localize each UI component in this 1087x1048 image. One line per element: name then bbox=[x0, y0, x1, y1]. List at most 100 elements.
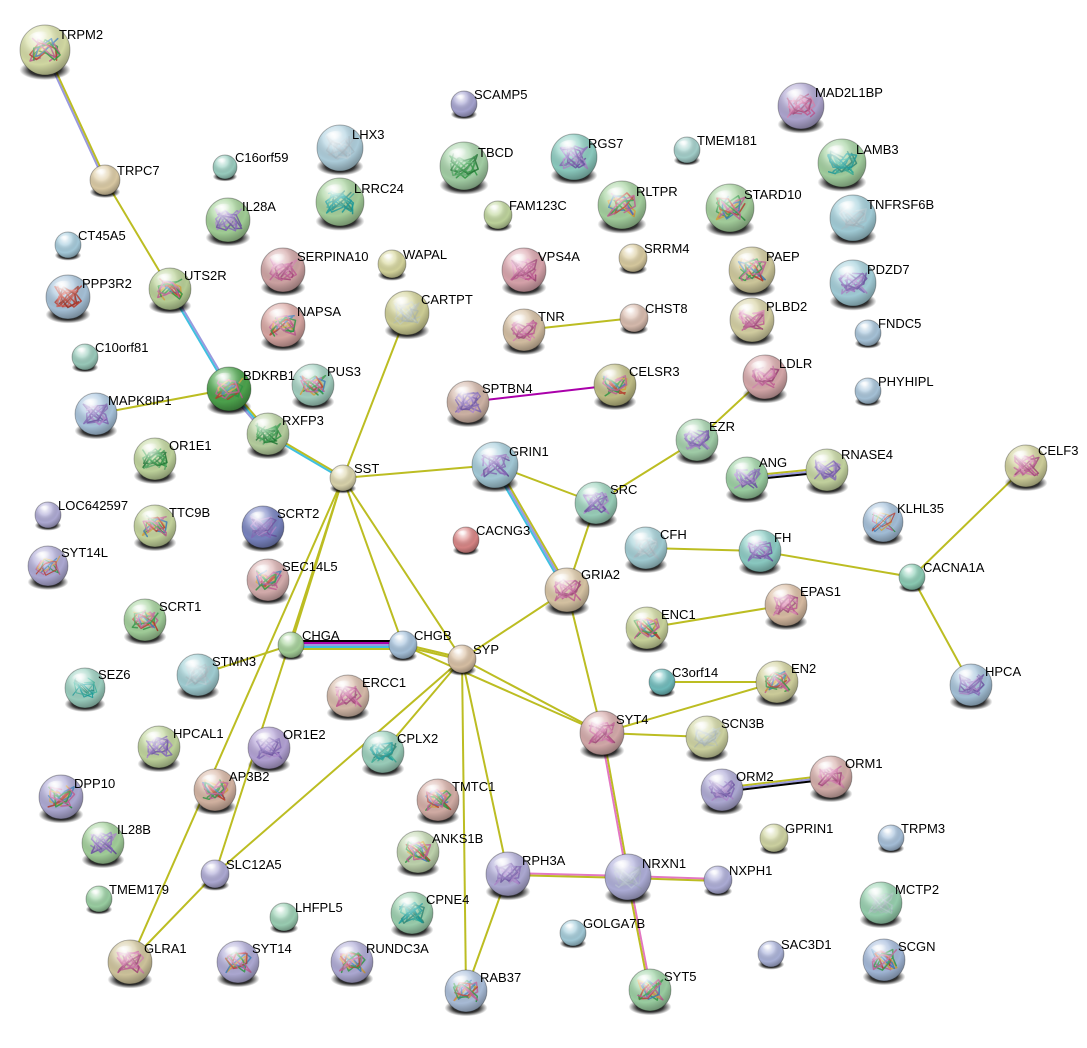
protein-node[interactable] bbox=[604, 853, 652, 901]
protein-node[interactable] bbox=[45, 274, 91, 320]
protein-node[interactable] bbox=[700, 768, 744, 812]
protein-node[interactable] bbox=[107, 939, 153, 985]
protein-node[interactable] bbox=[628, 968, 672, 1012]
protein-node[interactable] bbox=[829, 194, 877, 242]
protein-node[interactable] bbox=[648, 668, 676, 696]
protein-node[interactable] bbox=[452, 526, 480, 554]
protein-node[interactable] bbox=[777, 82, 825, 130]
protein-node[interactable] bbox=[809, 755, 853, 799]
network-edge[interactable] bbox=[646, 604, 787, 629]
protein-node[interactable] bbox=[206, 366, 252, 412]
protein-node[interactable] bbox=[703, 865, 733, 895]
protein-node[interactable] bbox=[416, 778, 460, 822]
protein-node[interactable] bbox=[550, 133, 598, 181]
protein-node[interactable] bbox=[559, 919, 587, 947]
network-edge[interactable] bbox=[467, 384, 616, 403]
network-edge[interactable] bbox=[342, 477, 463, 660]
protein-node[interactable] bbox=[728, 246, 776, 294]
protein-node[interactable] bbox=[19, 24, 71, 76]
protein-node[interactable] bbox=[246, 412, 290, 456]
protein-node[interactable] bbox=[133, 437, 177, 481]
protein-node[interactable] bbox=[1004, 444, 1048, 488]
protein-node[interactable] bbox=[450, 90, 478, 118]
protein-node[interactable] bbox=[593, 363, 637, 407]
protein-node[interactable] bbox=[439, 141, 489, 191]
protein-node[interactable] bbox=[81, 821, 125, 865]
protein-node[interactable] bbox=[148, 267, 192, 311]
protein-node[interactable] bbox=[742, 354, 788, 400]
protein-node[interactable] bbox=[54, 231, 82, 259]
protein-node[interactable] bbox=[673, 136, 701, 164]
protein-node[interactable] bbox=[388, 630, 418, 660]
protein-node[interactable] bbox=[757, 940, 785, 968]
protein-node[interactable] bbox=[483, 200, 513, 230]
protein-node[interactable] bbox=[805, 448, 849, 492]
protein-node[interactable] bbox=[71, 343, 99, 371]
protein-node[interactable] bbox=[829, 259, 877, 307]
protein-node[interactable] bbox=[247, 726, 291, 770]
protein-node[interactable] bbox=[859, 881, 903, 925]
protein-node[interactable] bbox=[269, 902, 299, 932]
protein-node[interactable] bbox=[444, 969, 488, 1013]
protein-node[interactable] bbox=[544, 567, 590, 613]
protein-node[interactable] bbox=[579, 710, 625, 756]
protein-node[interactable] bbox=[619, 303, 649, 333]
protein-node[interactable] bbox=[597, 180, 647, 230]
network-edge[interactable] bbox=[342, 464, 496, 479]
protein-node[interactable] bbox=[316, 124, 364, 172]
protein-node[interactable] bbox=[759, 823, 789, 853]
protein-node[interactable] bbox=[326, 674, 370, 718]
protein-node[interactable] bbox=[216, 940, 260, 984]
protein-node[interactable] bbox=[361, 730, 405, 774]
protein-node[interactable] bbox=[502, 308, 546, 352]
protein-node[interactable] bbox=[574, 481, 618, 525]
protein-node[interactable] bbox=[133, 504, 177, 548]
protein-node[interactable] bbox=[38, 774, 84, 820]
protein-node[interactable] bbox=[501, 247, 547, 293]
protein-node[interactable] bbox=[64, 667, 106, 709]
protein-node[interactable] bbox=[725, 456, 769, 500]
protein-node[interactable] bbox=[377, 249, 407, 279]
protein-node[interactable] bbox=[675, 418, 719, 462]
protein-node[interactable] bbox=[390, 891, 434, 935]
protein-node[interactable] bbox=[34, 501, 62, 529]
network-edge[interactable] bbox=[214, 477, 344, 875]
protein-node[interactable] bbox=[764, 583, 808, 627]
protein-node[interactable] bbox=[260, 247, 306, 293]
protein-node[interactable] bbox=[137, 725, 181, 769]
protein-node[interactable] bbox=[729, 297, 775, 343]
protein-node[interactable] bbox=[27, 545, 69, 587]
protein-node[interactable] bbox=[624, 526, 668, 570]
protein-node[interactable] bbox=[74, 392, 118, 436]
protein-node[interactable] bbox=[485, 851, 531, 897]
protein-node[interactable] bbox=[212, 154, 238, 180]
protein-node[interactable] bbox=[447, 644, 477, 674]
protein-node[interactable] bbox=[949, 663, 993, 707]
protein-node[interactable] bbox=[862, 938, 906, 982]
protein-node[interactable] bbox=[89, 164, 121, 196]
protein-node[interactable] bbox=[862, 501, 904, 543]
network-edge[interactable] bbox=[461, 658, 603, 734]
protein-node[interactable] bbox=[291, 363, 335, 407]
protein-node[interactable] bbox=[315, 177, 365, 227]
protein-node[interactable] bbox=[854, 377, 882, 405]
network-edge[interactable] bbox=[461, 658, 509, 875]
protein-node[interactable] bbox=[705, 183, 755, 233]
protein-node[interactable] bbox=[738, 529, 782, 573]
protein-node[interactable] bbox=[260, 302, 306, 348]
network-edge[interactable] bbox=[342, 477, 404, 646]
network-edge[interactable] bbox=[342, 312, 408, 479]
protein-node[interactable] bbox=[755, 660, 799, 704]
protein-node[interactable] bbox=[246, 558, 290, 602]
protein-node[interactable] bbox=[685, 715, 729, 759]
protein-node[interactable] bbox=[85, 885, 113, 913]
protein-node[interactable] bbox=[330, 940, 374, 984]
protein-node[interactable] bbox=[205, 197, 251, 243]
network-edge[interactable] bbox=[129, 477, 344, 963]
protein-node[interactable] bbox=[193, 768, 237, 812]
protein-node[interactable] bbox=[277, 631, 305, 659]
network-edge[interactable] bbox=[291, 640, 403, 650]
protein-node[interactable] bbox=[618, 243, 648, 273]
protein-node[interactable] bbox=[625, 606, 669, 650]
protein-node[interactable] bbox=[446, 380, 490, 424]
